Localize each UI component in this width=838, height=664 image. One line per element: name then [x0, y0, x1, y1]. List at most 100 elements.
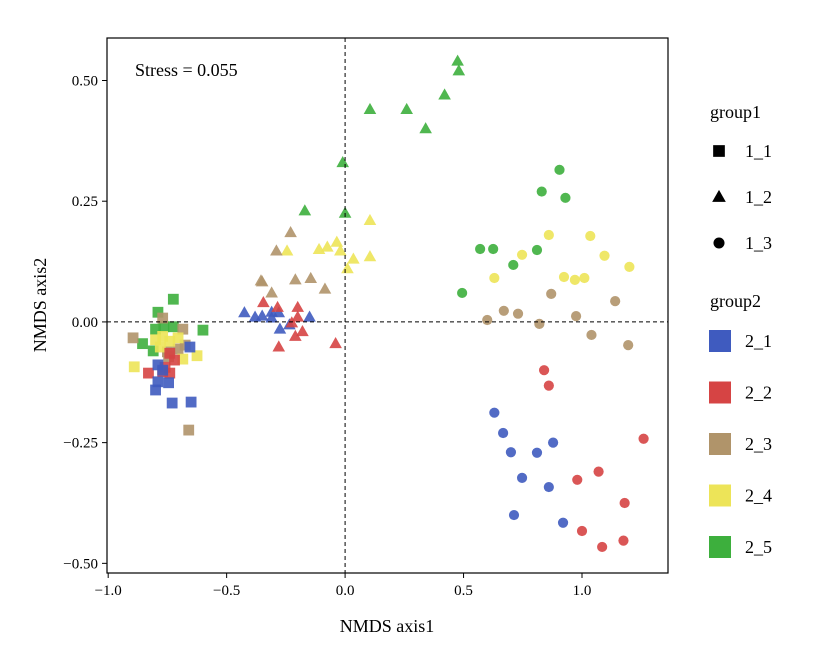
data-point-triangle-2_5: [298, 204, 312, 216]
data-point-circle-2_4: [599, 250, 610, 261]
data-point-square-2_2: [143, 367, 154, 379]
x-tick-label: 0.0: [336, 583, 355, 599]
data-point-circle-2_4: [543, 229, 554, 241]
data-point-circle-2_2: [618, 535, 629, 546]
data-point-circle-2_1: [505, 447, 517, 458]
data-point-triangle-2_3: [304, 271, 318, 283]
data-point-triangle-2_5: [451, 54, 464, 66]
data-point-triangle-2_5: [419, 122, 432, 134]
data-point-circle-2_3: [570, 311, 582, 322]
y-tick-label: −0.25: [63, 436, 98, 452]
data-point-triangle-2_3: [318, 282, 332, 294]
x-axis-label: NMDS axis1: [340, 616, 435, 636]
data-point-circle-2_3: [623, 339, 634, 351]
data-point-triangle-2_2: [257, 296, 270, 308]
x-axis-ticks: −1.0 −0.5 0.0 0.5 1.0: [95, 573, 591, 599]
legend-color-swatch: [709, 433, 731, 455]
data-point-circle-2_4: [585, 230, 596, 242]
data-point-circle-2_1: [508, 509, 520, 521]
data-point-square-2_5: [137, 338, 148, 350]
data-point-square-2_4: [177, 353, 189, 365]
data-point-circle-2_2: [543, 380, 554, 391]
data-point-triangle-2_2: [272, 340, 286, 352]
data-point-square-2_5: [152, 306, 164, 318]
data-point-square-2_2: [164, 367, 176, 379]
data-point-circle-2_5: [508, 259, 519, 271]
data-point-circle-2_3: [512, 308, 524, 319]
data-point-circle-2_1: [531, 447, 543, 458]
y-axis-ticks: −0.50 −0.25 0.00 0.25 0.50: [63, 73, 107, 572]
data-point-triangle-2_1: [303, 310, 316, 322]
data-point-circle-2_4: [569, 274, 580, 286]
x-tick-label: 0.5: [454, 583, 473, 599]
x-tick-label: −1.0: [95, 583, 122, 599]
legend-group1-title: group1: [710, 102, 761, 122]
data-point-triangle-2_1: [265, 311, 278, 323]
data-point-square-2_1: [150, 384, 161, 396]
legend-color-swatch: [709, 330, 731, 352]
y-tick-label: −0.50: [63, 556, 98, 572]
data-point-circle-2_4: [516, 249, 528, 260]
legend-group2-label: 2_1: [745, 331, 772, 351]
data-point-circle-2_5: [531, 244, 543, 256]
data-point-square-2_2: [164, 347, 176, 359]
data-point-circle-2_2: [638, 433, 649, 444]
data-point-square-2_2: [169, 354, 180, 366]
data-point-triangle-2_4: [280, 244, 294, 256]
data-point-triangle-2_2: [291, 310, 305, 322]
data-point-square-2_3: [177, 323, 189, 335]
legend: group1 group2 1_1 1_2 1_3 2_1 2_2 2_3 2_4 2_5: [709, 102, 772, 558]
legend-color-swatch: [709, 484, 731, 507]
data-point-triangle-2_5: [363, 102, 377, 114]
data-point-square-2_4: [128, 361, 140, 373]
data-point-circle-2_5: [560, 192, 571, 203]
data-point-triangle-2_4: [321, 240, 334, 252]
data-point-square-2_1: [184, 341, 196, 353]
data-point-triangle-2_1: [238, 306, 251, 318]
data-point-triangle-2_5: [338, 206, 352, 218]
data-point-circle-2_4: [489, 272, 500, 284]
data-point-circle-2_2: [538, 365, 550, 376]
y-tick-label: 0.50: [72, 73, 98, 89]
legend-group2-label: 2_2: [745, 383, 772, 403]
data-point-square-2_4: [154, 341, 166, 353]
data-point-circle-2_1: [516, 472, 528, 483]
data-point-square-2_1: [163, 377, 174, 389]
data-point-circle-2_5: [488, 243, 499, 255]
data-point-circle-2_5: [475, 243, 486, 255]
legend-group2-label: 2_3: [745, 434, 772, 454]
data-point-circle-2_2: [593, 466, 604, 477]
data-point-circle-2_1: [557, 517, 569, 528]
data-point-circle-2_2: [597, 541, 608, 553]
legend-color-swatch: [709, 536, 731, 558]
data-points: [127, 54, 649, 553]
data-point-triangle-2_2: [271, 300, 284, 312]
data-point-triangle-2_3: [255, 275, 269, 287]
data-point-square-2_4: [191, 350, 203, 362]
data-point-circle-2_3: [586, 329, 597, 341]
legend-group2-label: 2_4: [745, 486, 772, 506]
legend-group2-label: 2_5: [745, 537, 772, 557]
legend-circle-icon: [713, 237, 725, 249]
data-point-triangle-2_4: [330, 235, 344, 247]
data-point-square-2_4: [157, 331, 169, 342]
data-point-circle-2_2: [576, 525, 588, 537]
data-point-circle-2_3: [498, 305, 509, 316]
data-point-triangle-2_4: [341, 262, 354, 274]
legend-group1-label: 1_3: [745, 233, 772, 253]
legend-group1-label: 1_1: [745, 141, 772, 161]
data-point-triangle-2_4: [334, 244, 347, 256]
y-tick-label: 0.00: [72, 315, 98, 331]
data-point-square-2_5: [147, 345, 159, 357]
data-point-circle-2_4: [558, 271, 570, 283]
data-point-square-2_4: [150, 334, 161, 346]
data-point-square-2_4: [164, 335, 176, 347]
legend-color-swatch: [709, 381, 731, 404]
data-point-square-2_3: [127, 332, 139, 344]
data-point-square-2_5: [197, 324, 209, 336]
data-point-triangle-2_4: [363, 213, 377, 226]
data-point-circle-2_1: [489, 407, 500, 418]
data-point-square-2_3: [183, 424, 195, 436]
data-point-triangle-2_5: [452, 64, 466, 76]
